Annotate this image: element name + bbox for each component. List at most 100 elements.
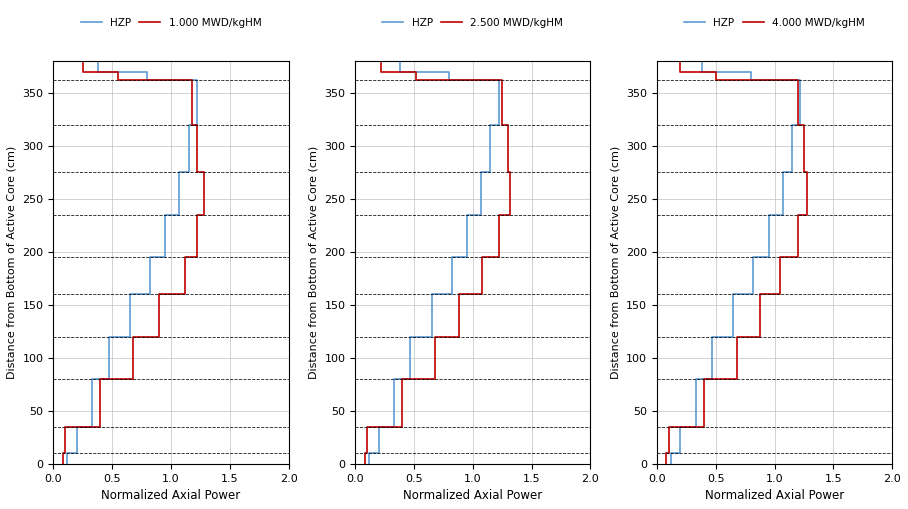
4.000 MWD/kgHM: [755, 333, 765, 340]
2.500 MWD/kgHM: [361, 450, 372, 456]
1.000 MWD/kgHM: [57, 461, 68, 467]
4.000 MWD/kgHM: [675, 60, 686, 66]
HZP: [675, 450, 686, 456]
HZP: [745, 69, 756, 75]
HZP: [706, 376, 717, 382]
2.500 MWD/kgHM: [505, 169, 516, 176]
HZP: [728, 291, 739, 297]
HZP: [444, 77, 455, 83]
HZP: [142, 77, 153, 83]
X-axis label: Normalized Axial Power: Normalized Axial Power: [403, 489, 542, 502]
1.000 MWD/kgHM: [57, 450, 68, 456]
HZP: [173, 169, 184, 176]
HZP: [696, 60, 707, 66]
4.000 MWD/kgHM: [802, 212, 813, 218]
Legend: HZP, 2.500 MWD/kgHM: HZP, 2.500 MWD/kgHM: [379, 14, 568, 32]
2.500 MWD/kgHM: [376, 69, 387, 75]
Y-axis label: Distance from Bottom of Active Core (cm): Distance from Bottom of Active Core (cm): [7, 146, 17, 379]
HZP: [87, 423, 98, 430]
2.500 MWD/kgHM: [397, 423, 408, 430]
HZP: [485, 122, 496, 128]
2.500 MWD/kgHM: [493, 254, 504, 260]
1.000 MWD/kgHM: [153, 333, 164, 340]
HZP: [794, 122, 805, 128]
1.000 MWD/kgHM: [199, 169, 210, 176]
Line: 2.500 MWD/kgHM: 2.500 MWD/kgHM: [364, 63, 510, 464]
HZP: [777, 169, 788, 176]
HZP: [62, 461, 73, 467]
HZP: [728, 333, 739, 340]
HZP: [748, 254, 759, 260]
HZP: [192, 77, 202, 83]
1.000 MWD/kgHM: [192, 212, 202, 218]
X-axis label: Normalized Axial Power: Normalized Axial Power: [705, 489, 844, 502]
HZP: [389, 376, 400, 382]
2.500 MWD/kgHM: [505, 212, 516, 218]
1.000 MWD/kgHM: [180, 254, 191, 260]
HZP: [72, 423, 83, 430]
4.000 MWD/kgHM: [732, 333, 743, 340]
HZP: [364, 461, 375, 467]
Legend: HZP, 4.000 MWD/kgHM: HZP, 4.000 MWD/kgHM: [680, 14, 869, 32]
HZP: [493, 77, 504, 83]
2.500 MWD/kgHM: [410, 69, 421, 75]
HZP: [160, 254, 171, 260]
2.500 MWD/kgHM: [410, 77, 421, 83]
X-axis label: Normalized Axial Power: Normalized Axial Power: [102, 489, 241, 502]
4.000 MWD/kgHM: [802, 169, 813, 176]
4.000 MWD/kgHM: [661, 450, 672, 456]
HZP: [786, 122, 797, 128]
HZP: [72, 450, 83, 456]
HZP: [666, 450, 676, 456]
1.000 MWD/kgHM: [153, 291, 164, 297]
Line: 1.000 MWD/kgHM: 1.000 MWD/kgHM: [63, 63, 204, 464]
HZP: [461, 212, 472, 218]
HZP: [405, 376, 416, 382]
HZP: [426, 291, 437, 297]
HZP: [160, 212, 171, 218]
Line: HZP: HZP: [67, 63, 197, 464]
HZP: [493, 122, 504, 128]
4.000 MWD/kgHM: [698, 376, 709, 382]
HZP: [389, 423, 400, 430]
HZP: [476, 212, 487, 218]
1.000 MWD/kgHM: [187, 122, 198, 128]
1.000 MWD/kgHM: [113, 77, 123, 83]
4.000 MWD/kgHM: [755, 291, 765, 297]
2.500 MWD/kgHM: [493, 212, 504, 218]
Line: HZP: HZP: [671, 63, 800, 464]
HZP: [794, 77, 805, 83]
4.000 MWD/kgHM: [798, 169, 809, 176]
HZP: [144, 254, 155, 260]
1.000 MWD/kgHM: [77, 69, 88, 75]
HZP: [763, 254, 774, 260]
HZP: [142, 69, 153, 75]
HZP: [786, 169, 797, 176]
HZP: [93, 69, 104, 75]
4.000 MWD/kgHM: [710, 77, 721, 83]
4.000 MWD/kgHM: [675, 69, 686, 75]
2.500 MWD/kgHM: [477, 254, 488, 260]
HZP: [675, 423, 686, 430]
2.500 MWD/kgHM: [453, 291, 464, 297]
1.000 MWD/kgHM: [128, 376, 139, 382]
HZP: [394, 69, 405, 75]
2.500 MWD/kgHM: [397, 376, 408, 382]
1.000 MWD/kgHM: [180, 291, 191, 297]
HZP: [192, 122, 202, 128]
1.000 MWD/kgHM: [199, 212, 210, 218]
4.000 MWD/kgHM: [661, 461, 672, 467]
2.500 MWD/kgHM: [503, 169, 514, 176]
HZP: [444, 69, 455, 75]
2.500 MWD/kgHM: [453, 333, 464, 340]
HZP: [446, 254, 457, 260]
HZP: [183, 122, 194, 128]
HZP: [124, 291, 135, 297]
HZP: [364, 450, 375, 456]
4.000 MWD/kgHM: [663, 450, 674, 456]
4.000 MWD/kgHM: [793, 212, 804, 218]
1.000 MWD/kgHM: [128, 333, 139, 340]
2.500 MWD/kgHM: [497, 77, 508, 83]
HZP: [461, 254, 472, 260]
HZP: [394, 60, 405, 66]
